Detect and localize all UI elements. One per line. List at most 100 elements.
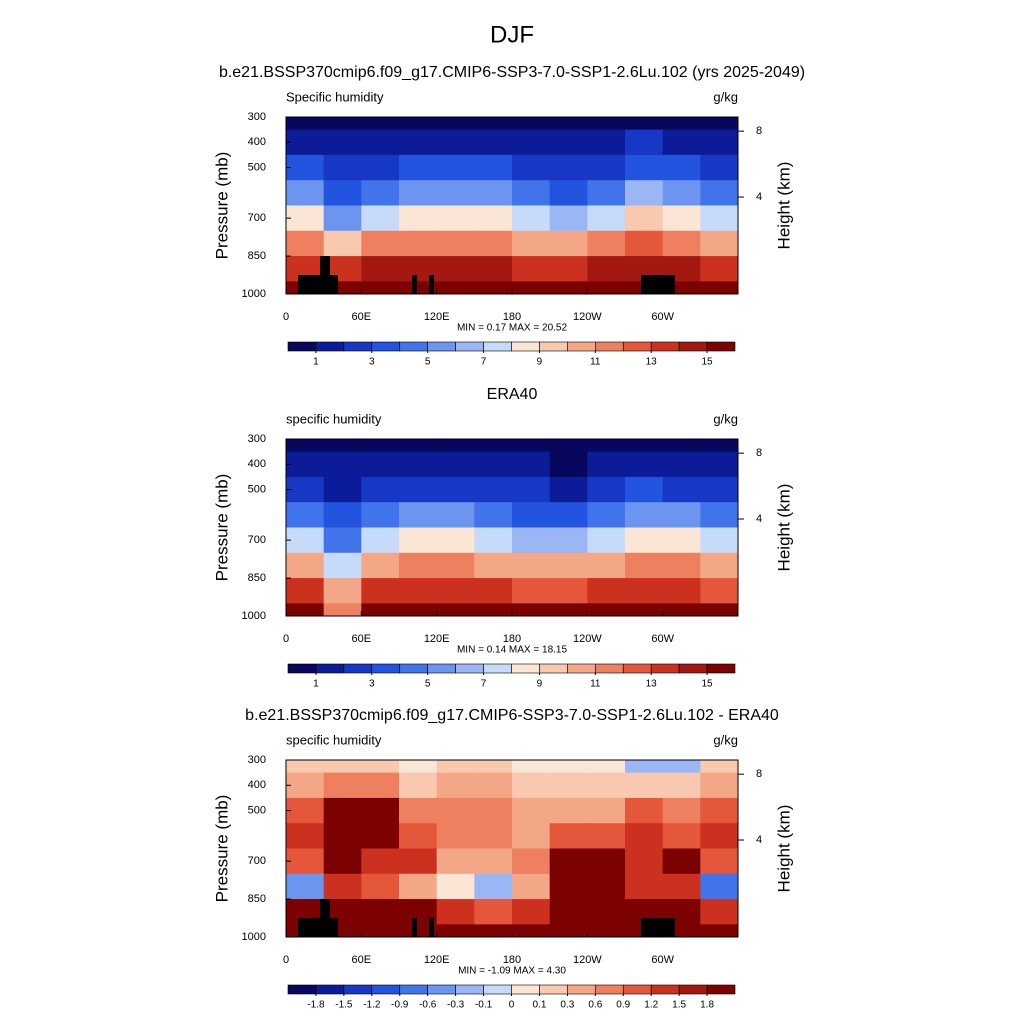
contour-cell [662,502,701,528]
contour-cell [361,451,400,478]
contour-cell [399,129,438,156]
y-tick-label: 700 [248,534,266,546]
contour-cell [549,823,588,849]
contour-cell [286,154,325,181]
contour-cell [286,205,325,232]
contour-cell [549,873,588,900]
contour-cell [700,552,739,579]
colorbar-label: 1.2 [644,1000,658,1011]
contour-cell [549,772,588,799]
colorbar-box [595,663,624,674]
contour-cell [361,899,400,925]
colorbar-label: 1.8 [700,1000,714,1011]
colorbar-box [706,341,736,352]
contour-cell [625,552,664,579]
contour-cell [587,476,626,503]
y-tick-label: 400 [248,779,266,791]
contour-cell [700,603,739,617]
contour-cell [625,848,664,875]
contour-cell [512,180,551,206]
contour-cell [587,603,626,617]
contour-cell [436,873,475,900]
contour-cell [587,552,626,579]
contour-cell [587,823,626,849]
colorbar-box [678,984,708,995]
colorbar-box [678,341,708,352]
contour-cell [587,772,626,799]
contour-cell [549,117,588,131]
colorbar-label: -0.6 [419,1000,437,1011]
colorbar-label: 0.9 [616,1000,630,1011]
contour-cell [625,439,664,453]
field-label: Specific humidity [286,89,384,104]
colorbar-box [539,663,568,674]
contour-cell [286,476,325,503]
contour-cell [549,527,588,554]
colorbar-label: 13 [646,679,658,690]
contour-cell [625,603,664,617]
contour-cell [361,205,400,232]
colorbar-label: 9 [537,357,543,368]
x-tick-label: 60E [352,633,372,645]
contour-cell [662,180,701,206]
contour-cell [512,230,551,257]
contour-cell [700,205,739,232]
units-label: g/kg [713,411,738,426]
field-label: specific humidity [286,411,382,426]
y2-tick-label: 4 [756,513,762,525]
topography [320,899,330,918]
contour-cell [700,117,739,131]
contour-cell [587,129,626,156]
y-axis-label: Pressure (mb) [212,474,231,582]
contour-cell [286,129,325,156]
contour-cell [549,603,588,617]
contour-cell [625,117,664,131]
contour-cell [587,230,626,257]
contour-cell [587,797,626,824]
colorbar-box [483,984,512,995]
y-tick-label: 500 [248,161,266,173]
x-tick-label: 180 [503,633,521,645]
contour-cell [474,797,513,824]
contour-cell [662,230,701,257]
colorbar-label: 0 [509,1000,515,1011]
contour-cell [549,129,588,156]
colorbar-label: 7 [481,679,487,690]
contour-cell [512,848,551,875]
contour-cell [323,129,362,156]
colorbar-box [455,663,484,674]
y-tick-label: 1000 [242,288,266,300]
contour-cell [700,154,739,181]
contour-cell [512,899,551,925]
contour-cell [662,154,701,181]
contour-cell [700,439,739,453]
contour-cell [361,154,400,181]
colorbar-box [455,984,484,995]
colorbar-box [511,341,540,352]
contour-cell [549,439,588,453]
contour-cell [399,502,438,528]
colorbar-box [706,984,736,995]
y2-axis-label: Height (km) [774,484,793,572]
colorbar-box [650,663,680,674]
colorbar-box [706,663,736,674]
contour-cell [512,281,551,295]
x-tick-label: 120E [424,311,450,323]
contour-cell [512,603,551,617]
contour-cell [436,527,475,554]
contour-cell [700,848,739,875]
colorbar-label: 11 [590,357,601,368]
contour-cell [549,760,588,774]
contour-cell [700,476,739,503]
contour-cell [474,823,513,849]
panel-title: ERA40 [487,386,538,403]
contour-cell [549,924,588,938]
colorbar-box [539,984,568,995]
contour-cell [549,230,588,257]
panel-title: b.e21.BSSP370cmip6.f09_g17.CMIP6-SSP3-7.… [219,64,805,81]
contour-cell [549,476,588,503]
contour-cell [323,476,362,503]
contour-cell [625,180,664,206]
contour-cell [662,797,701,824]
colorbar-label: 0.3 [560,1000,574,1011]
